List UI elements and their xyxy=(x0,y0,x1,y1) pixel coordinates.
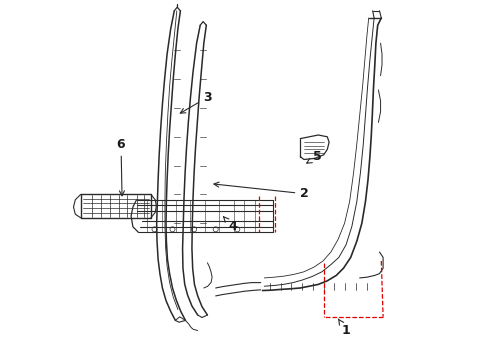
Text: 6: 6 xyxy=(117,138,125,196)
Text: 5: 5 xyxy=(306,150,321,163)
Text: 2: 2 xyxy=(213,182,308,200)
Text: 3: 3 xyxy=(180,91,211,113)
Text: 4: 4 xyxy=(223,217,237,233)
Text: 1: 1 xyxy=(338,319,350,337)
